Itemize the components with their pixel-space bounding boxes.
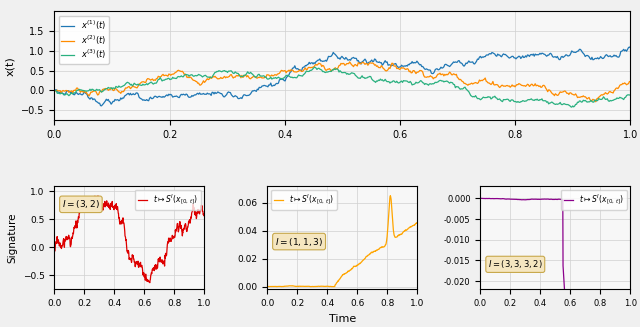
$x^{(3)}(t)$: [485, 95, 493, 99]
Line: $x^{(1)}(t)$: $x^{(1)}(t)$: [54, 47, 630, 106]
$x^{(3)}(t)$: [391, 80, 399, 84]
$x^{(1)}(t)$: [98, 104, 106, 108]
$x^{(1)}(t)$: [627, 46, 634, 50]
$x^{(2)}(t)$: [198, 81, 206, 85]
$x^{(1)}(t)$: [154, 95, 161, 99]
Legend: $t\mapsto S^I(x_{[0,\,t]})$: $t\mapsto S^I(x_{[0,\,t]})$: [561, 190, 627, 210]
$x^{(2)}(t)$: [346, 60, 353, 64]
$x^{(1)}(t)$: [625, 45, 633, 49]
Legend: $x^{(1)}(t)$, $x^{(2)}(t)$, $x^{(3)}(t)$: $x^{(1)}(t)$, $x^{(2)}(t)$, $x^{(3)}(t)$: [59, 16, 109, 64]
$x^{(2)}(t)$: [152, 77, 160, 81]
$x^{(2)}(t)$: [627, 80, 634, 84]
$x^{(2)}(t)$: [391, 64, 399, 68]
$x^{(2)}(t)$: [51, 89, 58, 93]
$x^{(3)}(t)$: [152, 81, 160, 85]
Line: $x^{(3)}(t)$: $x^{(3)}(t)$: [54, 67, 630, 107]
Line: $x^{(2)}(t)$: $x^{(2)}(t)$: [54, 62, 630, 102]
$x^{(1)}(t)$: [436, 67, 444, 71]
$x^{(1)}(t)$: [391, 62, 399, 66]
$x^{(3)}(t)$: [312, 66, 320, 70]
$x^{(1)}(t)$: [200, 92, 207, 95]
Y-axis label: Signature: Signature: [7, 213, 17, 263]
$x^{(1)}(t)$: [51, 89, 58, 93]
Y-axis label: x(t): x(t): [6, 56, 15, 76]
$x^{(2)}(t)$: [311, 63, 319, 67]
Text: $I=(3,3,3,2)$: $I=(3,3,3,2)$: [488, 258, 543, 270]
$x^{(3)}(t)$: [436, 78, 444, 82]
$x^{(2)}(t)$: [485, 81, 493, 85]
$x^{(3)}(t)$: [627, 93, 634, 97]
Legend: $t\mapsto S^I(x_{[0,\,t]})$: $t\mapsto S^I(x_{[0,\,t]})$: [135, 190, 200, 210]
$x^{(1)}(t)$: [485, 52, 493, 56]
$x^{(1)}(t)$: [312, 60, 320, 64]
$x^{(3)}(t)$: [198, 75, 206, 79]
$x^{(3)}(t)$: [51, 89, 58, 93]
$x^{(2)}(t)$: [436, 71, 444, 75]
$x^{(3)}(t)$: [311, 65, 319, 69]
$x^{(2)}(t)$: [592, 100, 600, 104]
Text: $I=(3,2)$: $I=(3,2)$: [62, 198, 100, 210]
$x^{(3)}(t)$: [568, 105, 575, 109]
Legend: $t\mapsto S^I(x_{[0,\,t]})$: $t\mapsto S^I(x_{[0,\,t]})$: [271, 190, 337, 210]
X-axis label: Time: Time: [329, 314, 356, 324]
Text: $I=(1,1,3)$: $I=(1,1,3)$: [275, 235, 323, 248]
